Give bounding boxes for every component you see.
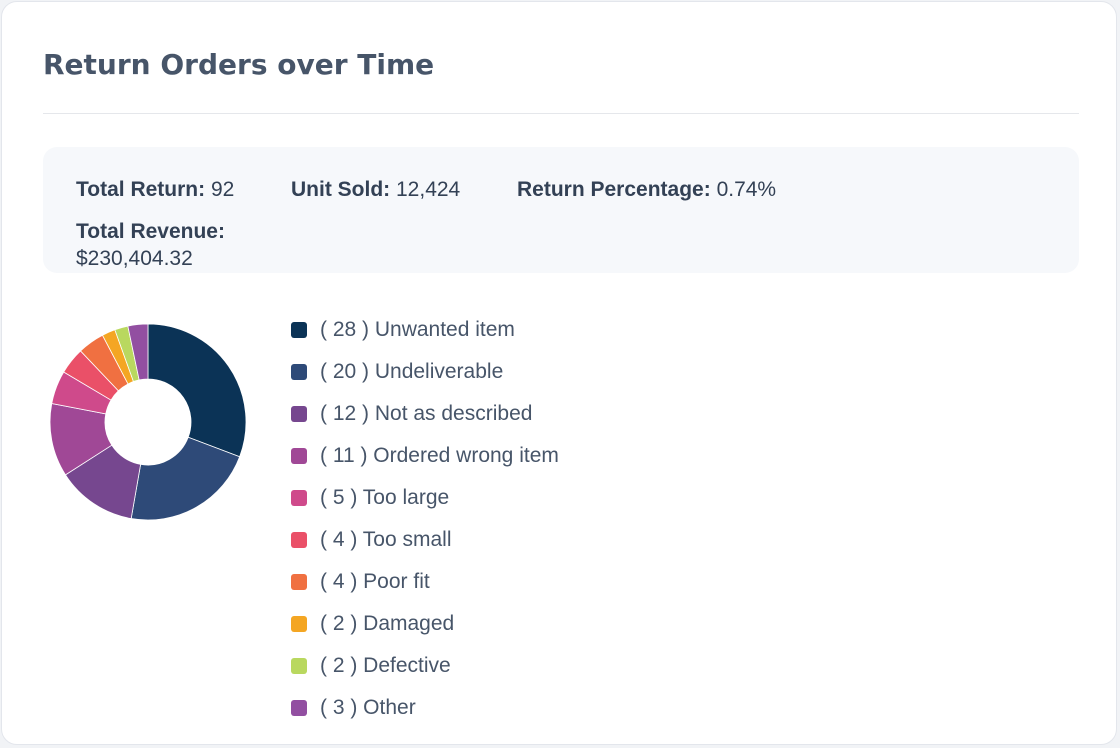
- legend-swatch: [291, 616, 307, 632]
- legend-swatch: [291, 364, 307, 380]
- legend-item-poor-fit[interactable]: ( 4 ) Poor fit: [291, 561, 559, 603]
- stat-return-percentage-label: Return Percentage:: [517, 178, 711, 201]
- legend-item-not-as-described[interactable]: ( 12 ) Not as described: [291, 393, 559, 435]
- legend-swatch: [291, 574, 307, 590]
- legend-label: ( 2 ) Defective: [320, 654, 451, 677]
- legend-label: ( 4 ) Too small: [320, 528, 452, 551]
- stat-total-return-label: Total Return:: [76, 178, 206, 201]
- stat-total-revenue-value: $230,404.32: [76, 247, 193, 270]
- legend-swatch: [291, 658, 307, 674]
- legend-label: ( 5 ) Too large: [320, 486, 450, 509]
- stat-unit-sold-label: Unit Sold:: [291, 178, 391, 201]
- legend-swatch: [291, 532, 307, 548]
- stat-total-return-value: 92: [210, 178, 235, 201]
- legend-label: ( 4 ) Poor fit: [320, 570, 430, 593]
- stat-unit-sold: Unit Sold: 12,424: [291, 178, 460, 202]
- stats-panel: Total Return: 92 Unit Sold: 12,424 Retur…: [43, 147, 1079, 273]
- donut-slice-unwanted-item[interactable]: [147, 323, 247, 458]
- legend-label: ( 3 ) Other: [320, 696, 416, 719]
- legend-item-undeliverable[interactable]: ( 20 ) Undeliverable: [291, 351, 559, 393]
- legend-label: ( 2 ) Damaged: [320, 612, 455, 635]
- stat-total-revenue-label: Total Revenue:: [76, 220, 225, 243]
- legend-swatch: [291, 490, 307, 506]
- legend-item-damaged[interactable]: ( 2 ) Damaged: [291, 603, 559, 645]
- legend-label: ( 20 ) Undeliverable: [320, 360, 504, 383]
- donut-slice-undeliverable[interactable]: [130, 436, 241, 521]
- legend-item-too-small[interactable]: ( 4 ) Too small: [291, 519, 559, 561]
- legend-swatch: [291, 448, 307, 464]
- legend-swatch: [291, 322, 307, 338]
- stat-return-percentage: Return Percentage: 0.74%: [517, 178, 776, 202]
- legend-item-too-large[interactable]: ( 5 ) Too large: [291, 477, 559, 519]
- stat-return-percentage-value: 0.74%: [716, 178, 777, 201]
- legend-label: ( 28 ) Unwanted item: [320, 318, 515, 341]
- legend-item-defective[interactable]: ( 2 ) Defective: [291, 645, 559, 687]
- stat-unit-sold-value: 12,424: [396, 178, 461, 201]
- return-reasons-donut-chart: [49, 323, 247, 521]
- chart-legend: ( 28 ) Unwanted item ( 20 ) Undeliverable…: [291, 309, 559, 729]
- legend-swatch: [291, 406, 307, 422]
- legend-item-ordered-wrong-item[interactable]: ( 11 ) Ordered wrong item: [291, 435, 559, 477]
- legend-item-other[interactable]: ( 3 ) Other: [291, 687, 559, 729]
- stat-total-revenue: Total Revenue: $230,404.32: [76, 218, 225, 272]
- title-divider: [43, 113, 1079, 114]
- card-title: Return Orders over Time: [43, 48, 435, 81]
- stat-total-return: Total Return: 92: [76, 178, 234, 202]
- donut-slice-other[interactable]: [127, 323, 149, 381]
- legend-label: ( 11 ) Ordered wrong item: [320, 444, 559, 467]
- legend-item-unwanted-item[interactable]: ( 28 ) Unwanted item: [291, 309, 559, 351]
- legend-swatch: [291, 700, 307, 716]
- legend-label: ( 12 ) Not as described: [320, 402, 533, 425]
